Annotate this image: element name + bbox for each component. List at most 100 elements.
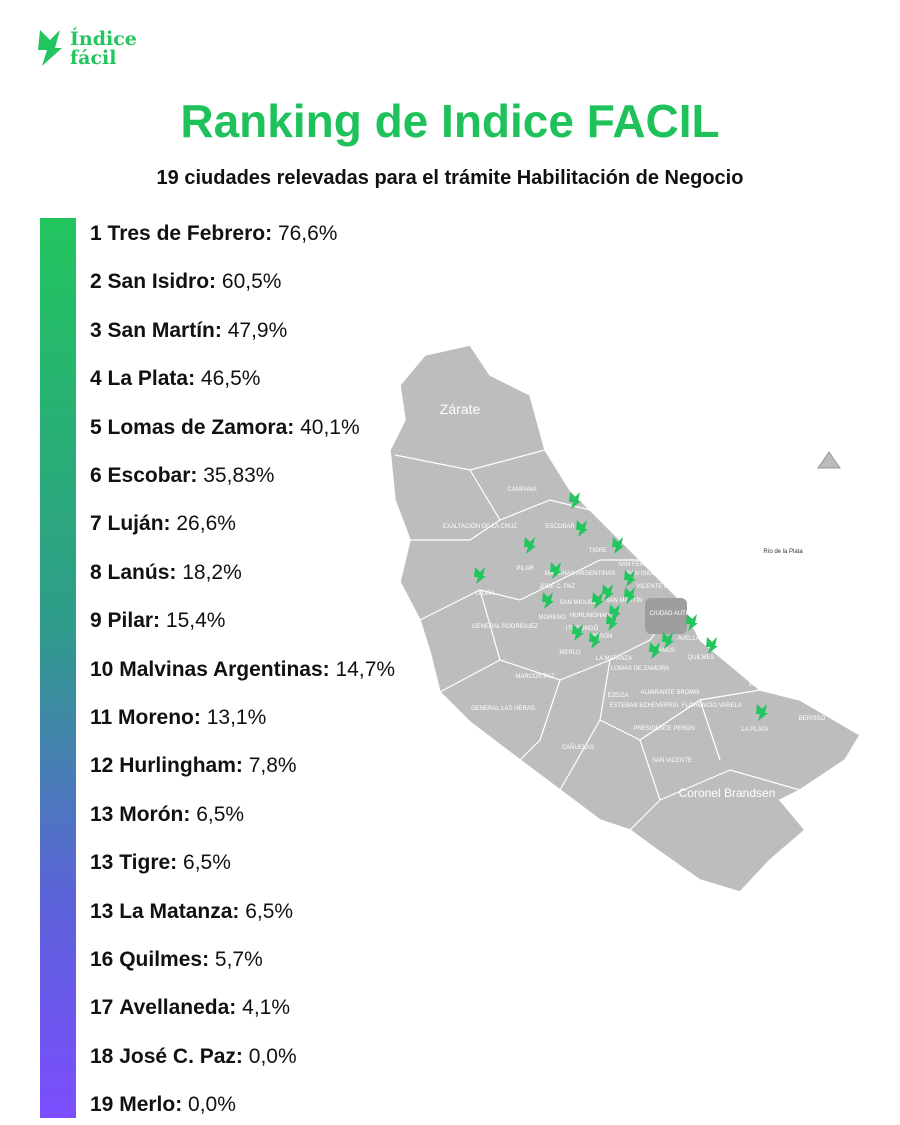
- subtitle: 19 ciudades relevadas para el trámite Ha…: [156, 167, 744, 189]
- map-label: BERISSO: [799, 716, 826, 722]
- logo: Índice fácil: [70, 30, 137, 68]
- map-shape: [389, 344, 862, 893]
- rank: 19: [90, 1093, 114, 1117]
- city: Tigre:: [119, 851, 178, 875]
- score: 47,9%: [227, 318, 288, 342]
- compass: [817, 451, 841, 469]
- map-label: PRESIDENTE PERÓN: [633, 725, 694, 732]
- rank: 11: [90, 706, 113, 729]
- map-label: QUILMES: [687, 655, 714, 661]
- city: Tres de Febrero:: [107, 222, 273, 245]
- city: La Plata:: [107, 367, 196, 391]
- ranking-row: 4 La Plata: 46,5%: [90, 367, 260, 391]
- city: Hurlingham:: [119, 754, 243, 778]
- ranking-row: 18 José C. Paz: 0,0%: [90, 1045, 297, 1069]
- map-label: MORENO: [539, 615, 566, 621]
- river-label: Río de la Plata: [763, 549, 803, 555]
- score: 76,6%: [277, 222, 338, 245]
- map-label: CIUDAD AUTÓNOMA DE BUENOS AIRES: [649, 610, 764, 617]
- map-marker: [624, 587, 636, 604]
- map-label: HURLINGHAM: [570, 613, 610, 619]
- rank: 10: [90, 657, 114, 681]
- caba: [645, 598, 687, 634]
- rank: 13: [90, 899, 114, 923]
- rank: 13: [90, 802, 114, 826]
- score: 35,83%: [203, 464, 275, 487]
- map-label: Coronel Brandsen: [679, 786, 776, 800]
- map-label: ENSENADA: [787, 694, 820, 700]
- score: 15,4%: [165, 609, 226, 633]
- map-label: LANÚS: [655, 647, 675, 654]
- ranking-row: 1 Tres de Febrero: 76,6%: [90, 222, 337, 246]
- score: 46,5%: [200, 367, 261, 391]
- map-marker: [609, 604, 621, 621]
- score: 6,5%: [196, 802, 245, 826]
- rank: 5: [90, 415, 102, 439]
- city: Quilmes:: [119, 948, 210, 971]
- map-label: MERLO: [559, 650, 581, 656]
- rank: 2: [90, 270, 102, 294]
- map-marker: [624, 570, 636, 587]
- map-label: SAN MIGUEL: [559, 600, 597, 606]
- map-label: LOMAS DE ZAMORA: [611, 666, 669, 672]
- city: Moreno:: [118, 706, 201, 729]
- ranking-row: 8 Lanús: 18,2%: [90, 561, 242, 585]
- map-label: VICENTE LÓPEZ: [636, 583, 684, 590]
- map-label: CAMPANA: [507, 487, 536, 493]
- map-marker: [706, 637, 718, 654]
- map-marker: [602, 584, 614, 601]
- rank: 12: [90, 754, 114, 778]
- map-label: EXALTACIÓN DE LA CRUZ: [443, 523, 517, 530]
- city: Pilar:: [107, 609, 161, 633]
- ranking-row: 17 Avellaneda: 4,1%: [90, 996, 290, 1020]
- logo-line: Índice: [70, 28, 137, 50]
- city: San Isidro:: [107, 270, 217, 294]
- logo-line: fácil: [70, 47, 117, 69]
- map-marker: [576, 520, 588, 537]
- map-label: PILAR: [516, 566, 534, 572]
- score: 5,7%: [214, 948, 263, 971]
- city: José C. Paz:: [119, 1044, 243, 1068]
- rank: 8: [90, 560, 102, 584]
- city: Merlo:: [119, 1093, 183, 1117]
- ranking-row: 13 Tigre: 6,5%: [90, 851, 231, 875]
- map-label: MORÓN: [590, 633, 613, 640]
- ranking-row: 11 Moreno: 13,1%: [90, 706, 266, 730]
- map-label: ITUZAINGÓ: [566, 625, 599, 632]
- map-label: ESCOBAR: [545, 524, 575, 530]
- ranking-row: 12 Hurlingham: 7,8%: [90, 754, 297, 778]
- map-label: GENERAL LAS HERAS: [471, 706, 535, 712]
- map-marker: [686, 614, 698, 631]
- map-label: Zárate: [440, 401, 481, 417]
- map-label: MARCOS PAZ: [515, 674, 555, 680]
- city: Lanús:: [107, 560, 177, 584]
- city: Morón:: [119, 802, 191, 826]
- rank: 6: [90, 464, 102, 487]
- ranking-row: 5 Lomas de Zamora: 40,1%: [90, 416, 360, 440]
- city: Malvinas Argentinas:: [119, 657, 330, 681]
- map-label: SAN ISIDRO: [627, 571, 662, 577]
- ranking-row: 3 San Martín: 47,9%: [90, 319, 287, 343]
- city: Lomas de Zamora:: [107, 415, 295, 439]
- map-marker: [592, 592, 604, 609]
- map-marker: [612, 537, 624, 554]
- title: Ranking de Indice FACIL: [180, 95, 720, 147]
- map-marker: [756, 704, 768, 721]
- ranking-row: 16 Quilmes: 5,7%: [90, 948, 263, 972]
- score: 40,1%: [300, 415, 360, 439]
- map-marker: [550, 562, 562, 579]
- rank: 7: [90, 512, 102, 536]
- map-label: GENERAL RODRÍGUEZ: [472, 623, 538, 630]
- map-label: AVELLANEDA: [678, 636, 717, 642]
- score: 13,1%: [206, 706, 267, 729]
- rank: 16: [90, 948, 114, 971]
- map-borders: [394, 449, 801, 831]
- map-label: LA PLATA: [742, 727, 769, 733]
- ranking-row: 9 Pilar: 15,4%: [90, 609, 225, 633]
- rank: 9: [90, 609, 102, 633]
- map-marker: [649, 642, 661, 659]
- rank: 13: [90, 851, 114, 875]
- ranking-row: 13 La Matanza: 6,5%: [90, 900, 293, 924]
- ranking-row: 13 Morón: 6,5%: [90, 803, 244, 827]
- map-marker: [542, 592, 554, 609]
